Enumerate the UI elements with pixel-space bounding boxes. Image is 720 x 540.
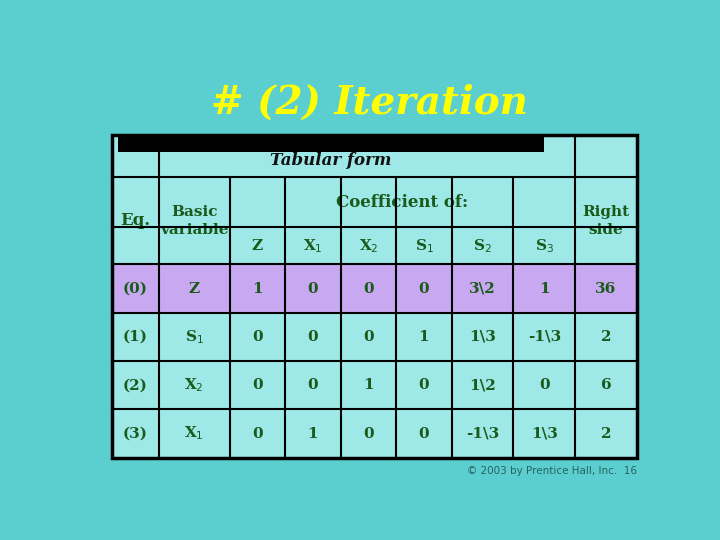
Text: Z: Z [252,239,263,253]
Text: 1: 1 [539,281,549,295]
Text: S$_1$: S$_1$ [415,237,433,255]
Text: 0: 0 [252,427,263,441]
Text: Eq.: Eq. [120,212,150,230]
Text: 0: 0 [418,427,429,441]
Text: (1): (1) [123,330,148,344]
Text: X$_2$: X$_2$ [359,237,378,255]
Text: # (2) Iteration: # (2) Iteration [210,84,528,122]
Text: 6: 6 [600,378,611,392]
Bar [117,137,544,152]
Text: X$_1$: X$_1$ [184,425,204,442]
Text: 1: 1 [252,281,263,295]
Text: -1\3: -1\3 [528,330,561,344]
Text: 3\2: 3\2 [469,281,496,295]
Text: 0: 0 [307,281,318,295]
Text: Basic
variable: Basic variable [160,205,228,237]
Text: 36: 36 [595,281,616,295]
Text: 0: 0 [307,378,318,392]
Text: X$_1$: X$_1$ [303,237,323,255]
Text: S$_1$: S$_1$ [184,328,204,346]
Text: S$_2$: S$_2$ [473,237,492,255]
Text: © 2003 by Prentice Hall, Inc.  16: © 2003 by Prentice Hall, Inc. 16 [467,467,637,476]
Text: 0: 0 [363,427,374,441]
Text: (2): (2) [123,378,148,392]
Text: -1\3: -1\3 [466,427,499,441]
Text: 1\3: 1\3 [531,427,558,441]
Text: 1\2: 1\2 [469,378,496,392]
Text: 1: 1 [307,427,318,441]
Text: Right
side: Right side [582,205,629,237]
Text: 0: 0 [307,330,318,344]
Text: Z: Z [189,281,199,295]
Text: 1: 1 [363,378,374,392]
Text: 2: 2 [600,330,611,344]
Text: X$_2$: X$_2$ [184,376,204,394]
Text: S$_3$: S$_3$ [535,237,554,255]
Text: 0: 0 [418,378,429,392]
Text: 2: 2 [600,427,611,441]
Text: 1: 1 [418,330,429,344]
Text: 0: 0 [418,281,429,295]
Text: 1\3: 1\3 [469,330,496,344]
Text: 0: 0 [363,281,374,295]
Text: 0: 0 [539,378,549,392]
Text: (0): (0) [123,281,148,295]
Text: Coefficient of:: Coefficient of: [336,194,469,211]
Text: 0: 0 [252,330,263,344]
Text: 0: 0 [252,378,263,392]
Text: Tabular form: Tabular form [270,152,392,169]
Text: 0: 0 [363,330,374,344]
Text: (3): (3) [123,427,148,441]
